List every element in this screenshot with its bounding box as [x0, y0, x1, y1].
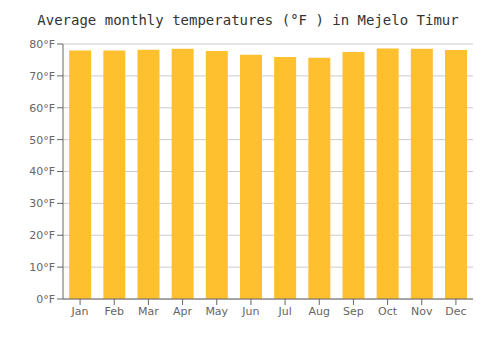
- svg-text:Sep: Sep: [343, 305, 364, 318]
- svg-text:Nov: Nov: [411, 305, 433, 318]
- svg-text:Jul: Jul: [277, 305, 291, 318]
- svg-text:Dec: Dec: [445, 305, 466, 318]
- svg-text:Aug: Aug: [309, 305, 330, 318]
- svg-text:Apr: Apr: [173, 305, 193, 318]
- svg-text:30°F: 30°F: [29, 197, 55, 210]
- svg-text:60°F: 60°F: [29, 102, 55, 115]
- svg-text:50°F: 50°F: [29, 134, 55, 147]
- html-text:Average monthly temperatures (: Average monthly temperatures (°F ) in Me…: [37, 12, 459, 28]
- svg-text:80°F: 80°F: [29, 38, 55, 51]
- svg-text:May: May: [205, 305, 228, 318]
- svg-text:40°F: 40°F: [29, 165, 55, 178]
- svg-text:Jan: Jan: [71, 305, 89, 318]
- svg-text:Oct: Oct: [378, 305, 398, 318]
- svg-text:20°F: 20°F: [29, 229, 55, 242]
- svg-text:Jun: Jun: [241, 305, 259, 318]
- svg-text:Mar: Mar: [138, 305, 159, 318]
- svg-text:70°F: 70°F: [29, 70, 55, 83]
- svg-text:10°F: 10°F: [29, 261, 55, 274]
- svg-text:0°F: 0°F: [36, 293, 55, 306]
- svg-text:Feb: Feb: [105, 305, 124, 318]
